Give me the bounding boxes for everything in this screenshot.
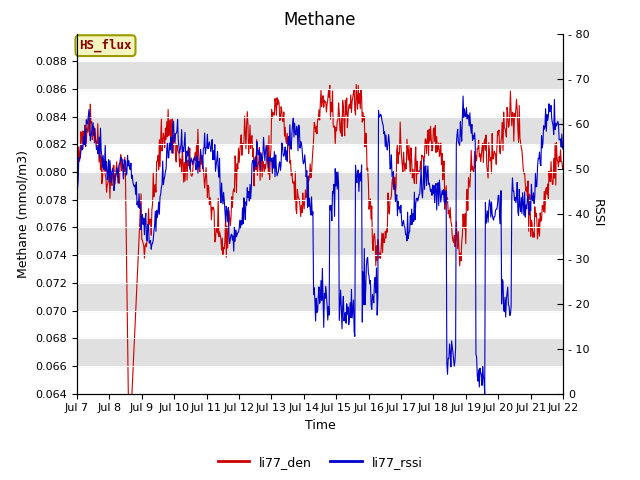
Legend: li77_den, li77_rssi: li77_den, li77_rssi	[212, 451, 428, 474]
Bar	[77, 61, 563, 89]
Bar	[77, 338, 563, 366]
Bar	[77, 172, 563, 200]
Y-axis label: RSSI: RSSI	[591, 199, 604, 228]
X-axis label: Time: Time	[305, 419, 335, 432]
Bar	[77, 283, 563, 311]
Bar	[77, 117, 563, 144]
Title: Methane: Methane	[284, 11, 356, 29]
Text: HS_flux: HS_flux	[79, 39, 132, 52]
Y-axis label: Methane (mmol/m3): Methane (mmol/m3)	[17, 150, 29, 277]
Bar	[77, 228, 563, 255]
